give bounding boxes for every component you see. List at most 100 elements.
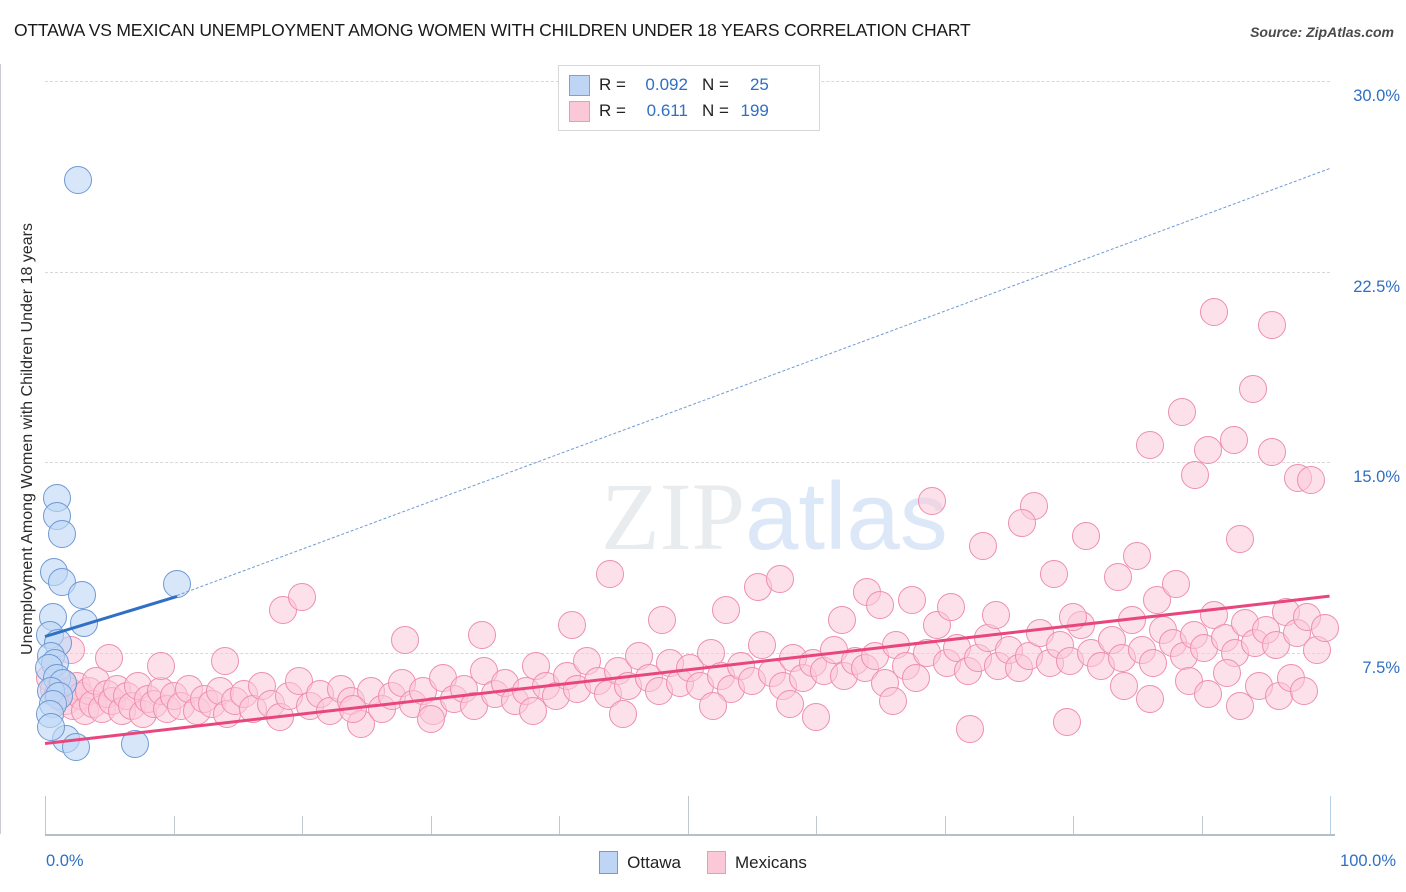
data-point-mexicans [917,486,946,515]
page-title: OTTAWA VS MEXICAN UNEMPLOYMENT AMONG WOM… [14,20,971,40]
series-legend-item-mexicans[interactable]: Mexicans [707,851,807,874]
data-point-ottawa [47,567,76,596]
data-point-mexicans [827,605,856,634]
legend-r-key-ottawa: R = [599,75,626,94]
x-tick-70 [944,816,946,834]
gridline-7.5 [45,653,1330,654]
x-tick-40 [559,816,560,834]
data-point-mexicans [898,585,927,614]
data-point-mexicans [1290,677,1319,706]
plot-area: ZIPatlas [34,64,1339,834]
data-point-mexicans [712,595,741,624]
data-point-mexicans [1110,672,1139,701]
y-axis-title: Unemployment Among Women with Children U… [19,223,36,655]
legend-n-key-ottawa: N = [701,75,729,94]
series-legend-item-ottawa[interactable]: Ottawa [599,851,681,874]
data-point-ottawa [61,733,90,762]
data-point-mexicans [1136,684,1165,713]
data-point-mexicans [879,687,908,716]
data-point-mexicans [1213,659,1242,688]
legend-n-key-mexicans: N = [701,101,729,120]
legend-n-value-ottawa: 25 [749,75,769,94]
trendline-ottawa-projected [177,167,1331,596]
gridline-15 [45,462,1330,464]
data-point-mexicans [609,699,638,728]
data-point-mexicans [1181,461,1210,490]
x-axis-line [45,834,1335,836]
x-tick-60 [816,816,817,834]
x-tick-90 [1201,816,1203,834]
data-point-ottawa [64,166,93,195]
data-point-mexicans [647,605,676,634]
y-tick-label-7.5: 7.5% [1362,659,1400,677]
data-point-mexicans [1168,397,1197,426]
series-label-mexicans: Mexicans [735,852,807,872]
series-label-ottawa: Ottawa [627,852,682,872]
legend-swatch-mexicans [569,100,590,122]
data-point-ottawa [37,712,66,741]
data-point-mexicans [210,646,239,675]
data-point-mexicans [1219,425,1248,454]
legend-r-value-ottawa: 0.092 [645,75,688,94]
x-tick-80 [1073,816,1074,834]
data-point-mexicans [1193,679,1222,708]
data-point-mexicans [766,565,795,594]
legend-swatch-ottawa [569,74,590,96]
data-point-mexicans [1226,524,1255,553]
source-label: Source: ZipAtlas.com [1250,24,1394,40]
data-point-mexicans [95,644,124,673]
data-point-mexicans [467,621,496,650]
data-point-mexicans [802,702,830,731]
stats-legend: R = 0.092 N = 25 R = 0.611 N = 199 [558,65,820,131]
data-point-mexicans [1258,311,1287,340]
data-point-ottawa [120,730,149,759]
data-point-mexicans [288,583,316,612]
x-tick-50 [687,796,689,834]
data-point-mexicans [776,689,805,718]
data-point-mexicans [339,694,368,723]
x-tick-10 [173,816,175,834]
stats-legend-row-mexicans: R = 0.611 N = 199 [569,98,809,124]
data-point-mexicans [519,697,548,726]
data-point-ottawa [163,570,192,599]
data-point-mexicans [1071,522,1100,551]
data-point-mexicans [416,705,445,734]
watermark-zip: ZIP [601,463,745,570]
data-point-mexicans [1138,649,1167,678]
data-point-mexicans [1118,605,1147,634]
data-point-mexicans [146,651,175,680]
data-point-mexicans [1123,542,1152,571]
watermark: ZIPatlas [601,469,948,565]
data-point-mexicans [1136,430,1165,459]
data-point-mexicans [596,560,625,589]
data-point-mexicans [1200,298,1229,327]
data-point-ottawa [69,608,98,637]
trendline-mexicans [44,594,1331,745]
data-point-mexicans [1296,466,1325,495]
legend-n-value-mexicans: 199 [740,101,769,120]
x-tick-0 [45,796,46,834]
data-point-mexicans [1193,435,1222,464]
data-point-ottawa [47,519,76,548]
x-tick-30 [430,816,432,834]
stats-legend-row-ottawa: R = 0.092 N = 25 [569,72,809,98]
data-point-mexicans [969,532,998,561]
data-point-mexicans [1052,707,1081,736]
data-point-mexicans [866,590,895,619]
x-axis-max-label: 100.0% [1340,852,1396,870]
legend-r-value-mexicans: 0.611 [646,101,688,120]
data-point-mexicans [557,611,586,640]
data-point-mexicans [1007,509,1036,538]
data-point-mexicans [1258,438,1287,467]
data-point-mexicans [1161,570,1190,599]
data-point-mexicans [981,600,1010,629]
data-point-mexicans [699,692,728,721]
y-tick-label-15: 15.0% [1353,468,1400,487]
y-tick-label-30: 30.0% [1353,87,1400,106]
data-point-mexicans [1238,374,1267,403]
y-axis-line [0,64,1,834]
data-point-mexicans [1059,603,1087,632]
series-legend: Ottawa Mexicans [0,851,1406,874]
watermark-atlas: atlas [745,463,948,570]
data-point-mexicans [956,715,985,744]
